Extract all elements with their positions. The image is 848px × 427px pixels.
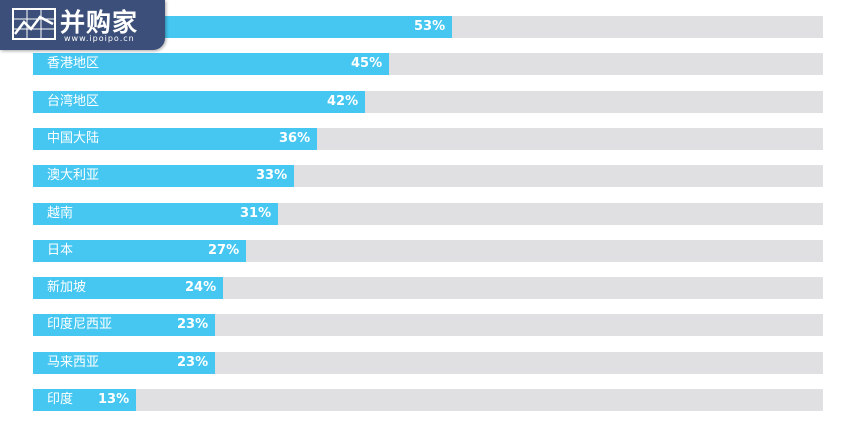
category-label: 新加坡 [47, 280, 87, 295]
bar-track: 日本 27% [33, 240, 823, 262]
category-label: 马来西亚 [47, 355, 100, 370]
logo-name: 并购家 [60, 8, 139, 37]
value-label: 33% [256, 168, 288, 183]
value-label: 23% [177, 355, 209, 370]
bar [33, 314, 215, 336]
bar [33, 389, 136, 411]
bar-track: 香港地区 45% [33, 53, 823, 75]
bar-track: 台湾地区 42% [33, 91, 823, 113]
value-label: 42% [327, 94, 359, 109]
value-label: 36% [279, 131, 311, 146]
value-label: 24% [185, 280, 217, 295]
category-label: 日本 [47, 243, 74, 258]
category-label: 印度尼西亚 [47, 317, 113, 332]
category-label: 越南 [47, 206, 74, 221]
bar [33, 277, 223, 299]
chart-grid-icon [12, 8, 56, 40]
category-label: 台湾地区 [47, 94, 100, 109]
bar [33, 91, 365, 113]
bar [33, 165, 294, 187]
bar [33, 352, 215, 374]
bar [33, 203, 278, 225]
logo-url: www.ipoipo.cn [64, 34, 135, 43]
bar-track: 印度尼西亚 23% [33, 314, 823, 336]
bar-track: 越南 31% [33, 203, 823, 225]
bar [33, 240, 246, 262]
value-label: 45% [351, 56, 383, 71]
value-label: 13% [98, 392, 130, 407]
bar-track: 马来西亚 23% [33, 352, 823, 374]
bar-track: 印度 13% [33, 389, 823, 411]
bar [33, 53, 389, 75]
bar-track: 中国大陆 36% [33, 128, 823, 150]
value-label: 23% [177, 317, 209, 332]
category-label: 印度 [47, 392, 74, 407]
category-label: 澳大利亚 [47, 168, 100, 183]
bar-track: 新加坡 24% [33, 277, 823, 299]
category-label: 香港地区 [47, 56, 100, 71]
category-label: 中国大陆 [47, 131, 100, 146]
value-label: 31% [240, 206, 272, 221]
value-label: 27% [208, 243, 240, 258]
value-label: 53% [414, 19, 446, 34]
bar [33, 128, 317, 150]
watermark-logo: 并购家 www.ipoipo.cn [0, 0, 165, 50]
bar-track: 澳大利亚 33% [33, 165, 823, 187]
